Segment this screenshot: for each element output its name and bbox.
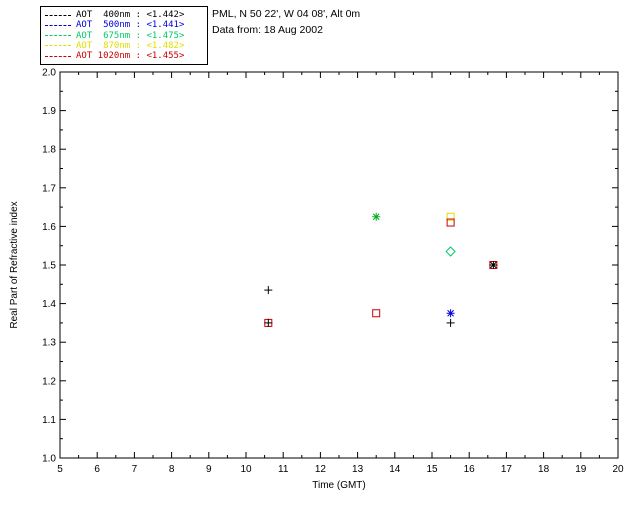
legend-row: AOT 1020nm : <1.455> [45, 51, 203, 61]
data-point [446, 309, 455, 318]
y-tick-label: 1.3 [42, 338, 56, 349]
y-tick-label: 1.5 [42, 261, 56, 272]
x-tick-label: 17 [501, 464, 513, 475]
y-tick-label: 1.2 [42, 376, 56, 387]
legend-row: AOT 870nm : <1.482> [45, 41, 203, 51]
data-points [264, 212, 498, 327]
x-tick-label: 8 [169, 464, 175, 475]
y-axis: 1.0 1.1 1.2 1.3 1.4 1.5 1.6 1.7 1.8 1.9 2.0 [42, 68, 618, 465]
x-tick-label: 13 [352, 464, 364, 475]
legend-row: AOT 500nm : <1.441> [45, 20, 203, 30]
x-tick-label: 16 [464, 464, 476, 475]
x-tick-label: 9 [206, 464, 212, 475]
legend: AOT 400nm : <1.442> AOT 500nm : <1.441> … [40, 6, 208, 65]
x-axis-title: Time (GMT) [312, 480, 366, 491]
legend-line-sample [45, 35, 71, 36]
legend-line-sample [45, 45, 71, 47]
y-tick-label: 1.9 [42, 106, 56, 117]
x-tick-label: 5 [57, 464, 63, 475]
x-tick-label: 14 [389, 464, 401, 475]
x-tick-label: 20 [612, 464, 624, 475]
legend-item-label: AOT 500nm : <1.441> [76, 20, 185, 31]
x-tick-label: 10 [240, 464, 252, 475]
x-tick-label: 12 [315, 464, 327, 475]
x-tick-label: 19 [575, 464, 587, 475]
data-point [446, 212, 455, 221]
legend-row: AOT 400nm : <1.442> [45, 10, 203, 20]
x-tick-label: 18 [538, 464, 550, 475]
legend-row: AOT 675nm : <1.475> [45, 31, 203, 41]
legend-item-label: AOT 400nm : <1.442> [76, 10, 185, 20]
axes-box [59, 71, 619, 459]
data-point [446, 318, 455, 327]
x-tick-label: 15 [426, 464, 438, 475]
legend-line-sample [45, 24, 71, 26]
x-tick-label: 7 [132, 464, 138, 475]
data-point [445, 246, 456, 257]
data-point [264, 286, 273, 295]
data-point [264, 318, 273, 327]
legend-item-label: AOT 1020nm : <1.455> [76, 51, 185, 61]
y-tick-label: 1.6 [42, 222, 56, 233]
station-info: PML, N 50 22', W 04 08', Alt 0m [212, 8, 361, 20]
y-tick-label: 1.4 [42, 299, 56, 310]
legend-item-label: AOT 675nm : <1.475> [76, 30, 185, 41]
y-tick-label: 2.0 [42, 68, 56, 79]
y-axis-title: Real Part of Refractive index [9, 201, 20, 328]
y-tick-label: 1.7 [42, 183, 56, 194]
legend-item-label: AOT 870nm : <1.482> [76, 40, 185, 51]
y-tick-label: 1.8 [42, 145, 56, 156]
data-point [372, 309, 381, 318]
x-tick-label: 11 [278, 464, 289, 475]
data-point [372, 212, 381, 221]
legend-line-sample [45, 55, 71, 57]
y-tick-label: 1.1 [42, 415, 56, 426]
legend-line-sample [45, 14, 71, 16]
data-point [446, 218, 455, 227]
data-date: Data from: 18 Aug 2002 [212, 24, 323, 36]
axes [59, 71, 619, 459]
header: PML, N 50 22', W 04 08', Alt 0m Data fro… [212, 8, 360, 40]
x-axis: 5 6 7 8 9 10 11 12 13 14 15 16 17 18 19 20 [57, 72, 624, 475]
data-point [489, 261, 498, 269]
y-tick-label: 1.0 [42, 454, 56, 465]
x-tick-label: 6 [94, 464, 100, 475]
